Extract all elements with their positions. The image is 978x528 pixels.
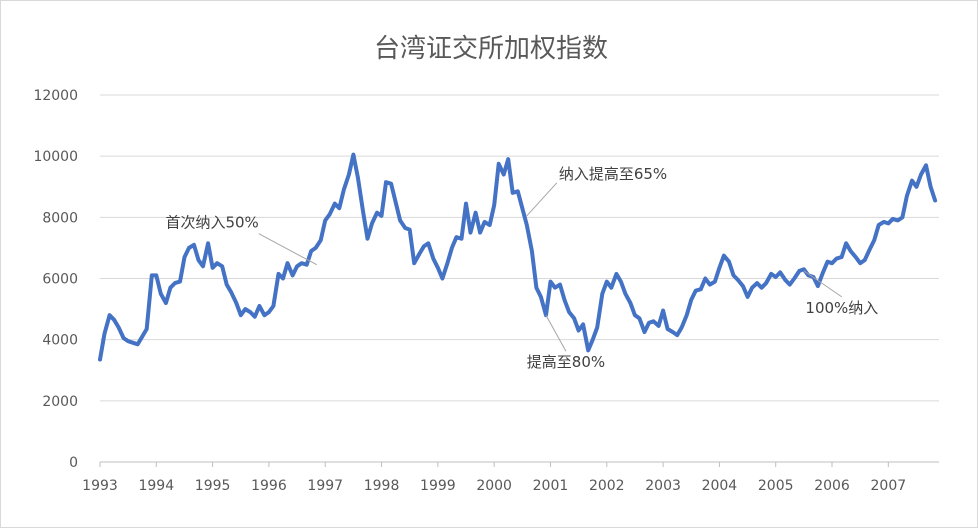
- x-tick-label: 1999: [420, 478, 456, 494]
- annotation-leader-line: [526, 182, 558, 217]
- y-tick-label: 4000: [42, 333, 78, 349]
- x-tick-label: 1995: [195, 478, 231, 494]
- annotation-label: 100%纳入: [805, 299, 878, 317]
- y-tick-label: 0: [69, 455, 78, 471]
- x-tick-label: 1993: [82, 478, 118, 494]
- annotation-leader-line: [545, 314, 567, 352]
- x-axis: 1993 1994 1995 1996 1997 1998 1999 2000 2001 2002…: [82, 462, 906, 494]
- x-tick-label: 1998: [364, 478, 400, 494]
- annotation-label: 提高至80%: [527, 353, 605, 371]
- x-tick-label: 2007: [871, 478, 907, 494]
- chart-title: 台湾证交所加权指数: [374, 34, 608, 64]
- x-tick-label: 2003: [645, 478, 681, 494]
- x-tick-label: 2006: [814, 478, 850, 494]
- series-layer: [98, 152, 938, 362]
- x-tick-label: 2005: [758, 478, 794, 494]
- y-tick-label: 2000: [42, 394, 78, 410]
- annotation-leader-line: [803, 270, 843, 298]
- x-tick-label: 2004: [702, 478, 738, 494]
- y-tick-label: 6000: [42, 272, 78, 288]
- x-tick-label: 2000: [476, 478, 512, 494]
- x-tick-label: 2001: [533, 478, 569, 494]
- x-tick-label: 2002: [589, 478, 625, 494]
- y-tick-label: 8000: [42, 210, 78, 226]
- y-tick-label: 12000: [33, 88, 78, 104]
- annotation-label: 首次纳入50%: [165, 214, 258, 232]
- x-tick-label: 1996: [251, 478, 287, 494]
- y-axis: 0 2000 4000 6000 8000 10000 12000: [33, 88, 78, 471]
- x-tick-label: 1994: [138, 478, 174, 494]
- annotation-label: 纳入提高至65%: [559, 165, 667, 183]
- x-tick-label: 1997: [307, 478, 343, 494]
- gridlines: [100, 94, 939, 463]
- series-line: [98, 152, 938, 362]
- annotation-leader-line: [258, 233, 318, 266]
- annotations: 首次纳入50% 纳入提高至65% 提高至80% 100%纳入: [165, 165, 878, 371]
- y-tick-label: 10000: [33, 149, 78, 165]
